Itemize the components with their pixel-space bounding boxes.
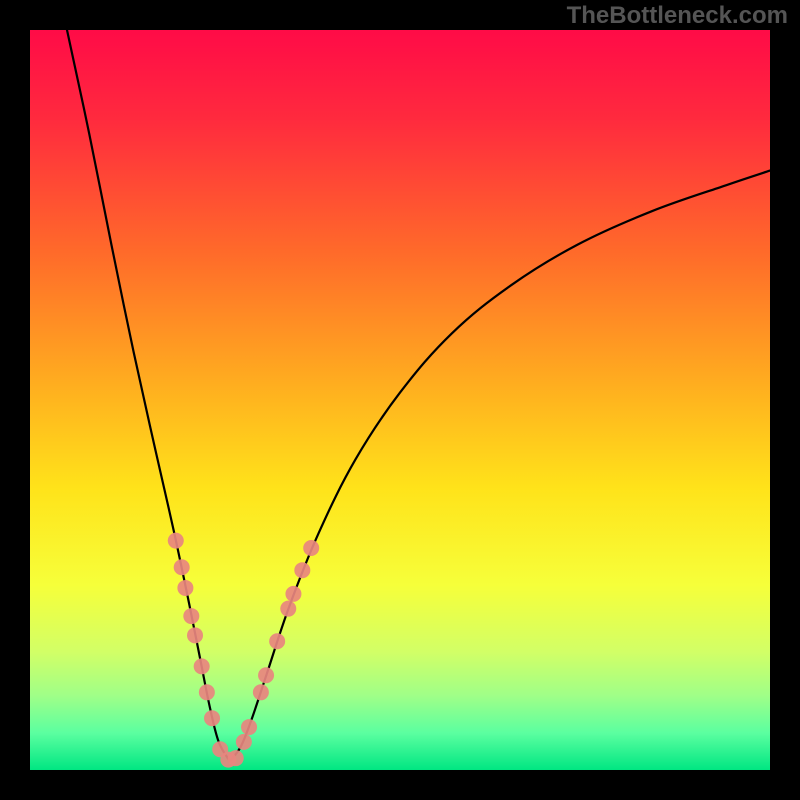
data-marker bbox=[168, 533, 184, 549]
watermark-text: TheBottleneck.com bbox=[567, 2, 788, 30]
data-marker bbox=[269, 633, 285, 649]
data-marker bbox=[199, 684, 215, 700]
data-marker bbox=[280, 601, 296, 617]
data-marker bbox=[236, 734, 252, 750]
data-marker bbox=[241, 719, 257, 735]
data-marker bbox=[174, 559, 190, 575]
data-marker bbox=[204, 710, 220, 726]
bottleneck-chart bbox=[0, 0, 800, 800]
data-marker bbox=[285, 586, 301, 602]
data-marker bbox=[303, 540, 319, 556]
data-marker bbox=[228, 750, 244, 766]
data-marker bbox=[183, 608, 199, 624]
data-marker bbox=[258, 667, 274, 683]
plot-background bbox=[30, 30, 770, 770]
data-marker bbox=[187, 627, 203, 643]
data-marker bbox=[194, 658, 210, 674]
data-marker bbox=[253, 684, 269, 700]
data-marker bbox=[294, 562, 310, 578]
data-marker bbox=[177, 580, 193, 596]
